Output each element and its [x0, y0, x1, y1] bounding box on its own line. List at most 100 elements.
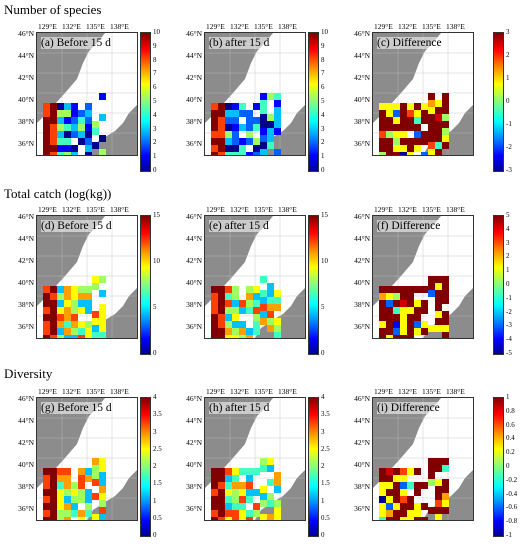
grid-cell	[246, 510, 253, 517]
grid-cell	[379, 482, 386, 489]
grid-cell	[99, 332, 106, 338]
grid-cell	[379, 152, 386, 155]
grid-cell	[85, 145, 92, 152]
panel-title: (e) after 15 d	[209, 220, 269, 232]
grid-cell	[246, 293, 253, 300]
lon-tick-label: 129°E	[206, 387, 225, 396]
colorbar-tick-label: 4	[153, 110, 157, 119]
lat-tick-label: 40°N	[18, 95, 34, 104]
grid-cell	[92, 465, 99, 472]
grid-cell	[78, 510, 85, 517]
grid-cell	[211, 328, 218, 335]
grid-cell	[386, 145, 393, 152]
grid-cell	[442, 100, 449, 107]
lat-tick-label: 40°N	[18, 278, 34, 287]
lon-tick-label: 129°E	[374, 205, 393, 214]
grid-cell	[246, 124, 253, 131]
colorbar-tick-label: 3	[153, 124, 157, 133]
grid-cell	[267, 465, 274, 472]
grid-cell	[43, 110, 50, 117]
grid-cell	[239, 482, 246, 489]
grid-cell	[442, 465, 449, 472]
grid-cell	[442, 332, 449, 338]
colorbar-tick-label: 2	[153, 138, 157, 147]
map-panel: (c) Difference	[372, 32, 474, 156]
grid-cell	[260, 121, 267, 128]
grid-cell	[232, 468, 239, 475]
grid-cell	[274, 318, 281, 325]
grid-cell	[393, 293, 400, 300]
grid-cell	[386, 110, 393, 117]
panel-title: (a) Before 15 d	[41, 37, 111, 49]
grid-cell	[260, 290, 267, 297]
colorbar-tick-label: -3	[506, 166, 512, 174]
grid-cell	[246, 117, 253, 124]
grid-cell	[57, 138, 64, 145]
colorbar-tick-label: 0	[506, 462, 510, 470]
grid-cell	[386, 489, 393, 496]
grid-cell	[435, 493, 442, 500]
grid-cell	[57, 496, 64, 503]
grid-cell	[239, 496, 246, 503]
grid-cell	[379, 314, 386, 321]
grid-cell	[232, 475, 239, 482]
grid-cell	[400, 510, 407, 517]
colorbar-tick-label: -4	[506, 335, 512, 344]
lat-tick-label: 40°N	[354, 460, 370, 469]
grid-cell	[99, 493, 106, 500]
grid-cell	[414, 117, 421, 124]
colorbar-tick-label: 3.5	[153, 410, 162, 419]
map-panel: (f) Difference	[372, 215, 474, 339]
grid-cell	[407, 503, 414, 510]
grid-cell	[50, 307, 57, 314]
grid-cell	[71, 307, 78, 314]
grid-cell	[260, 500, 267, 507]
grid-cell	[50, 286, 57, 293]
grid-cell	[43, 503, 50, 510]
grid-cell	[253, 489, 260, 496]
grid-cell	[407, 117, 414, 124]
grid-cell	[78, 293, 85, 300]
grid-cell	[85, 286, 92, 293]
grid-cell	[274, 514, 281, 520]
grid-cell	[239, 145, 246, 152]
grid-cell	[393, 103, 400, 110]
grid-cell	[85, 510, 92, 517]
grid-cell	[64, 482, 71, 489]
grid-cell	[267, 142, 274, 149]
lat-tick-label: 42°N	[354, 73, 370, 82]
grid-cell	[92, 514, 99, 520]
grid-cell	[218, 328, 225, 335]
grid-cell	[393, 307, 400, 314]
grid-cell	[442, 500, 449, 507]
colorbar-tick-label: 3	[321, 124, 325, 133]
grid-cell	[99, 318, 106, 325]
grid-cell	[421, 328, 428, 335]
grid-cell	[50, 328, 57, 335]
colorbar	[308, 32, 319, 172]
grid-cell	[274, 500, 281, 507]
grid-cell	[435, 135, 442, 142]
grid-cell	[232, 124, 239, 131]
grid-cell	[442, 458, 449, 465]
grid-cell	[414, 103, 421, 110]
grid-cell	[211, 152, 218, 155]
colorbar-tick-label: 2	[506, 252, 510, 261]
grid-cell	[421, 482, 428, 489]
colorbar-tick-label: 0	[321, 349, 325, 357]
grid-cell	[260, 142, 267, 149]
grid-cell	[253, 286, 260, 293]
grid-cell	[85, 335, 92, 338]
grid-cell	[400, 314, 407, 321]
grid-cell	[50, 117, 57, 124]
grid-cell	[78, 489, 85, 496]
grid-cell	[211, 335, 218, 338]
grid-cell	[386, 314, 393, 321]
grid-cell	[225, 138, 232, 145]
grid-cell	[379, 503, 386, 510]
grid-cell	[274, 290, 281, 297]
grid-cell	[260, 276, 267, 283]
grid-cell	[64, 503, 71, 510]
grid-cell	[253, 503, 260, 510]
grid-cell	[414, 300, 421, 307]
